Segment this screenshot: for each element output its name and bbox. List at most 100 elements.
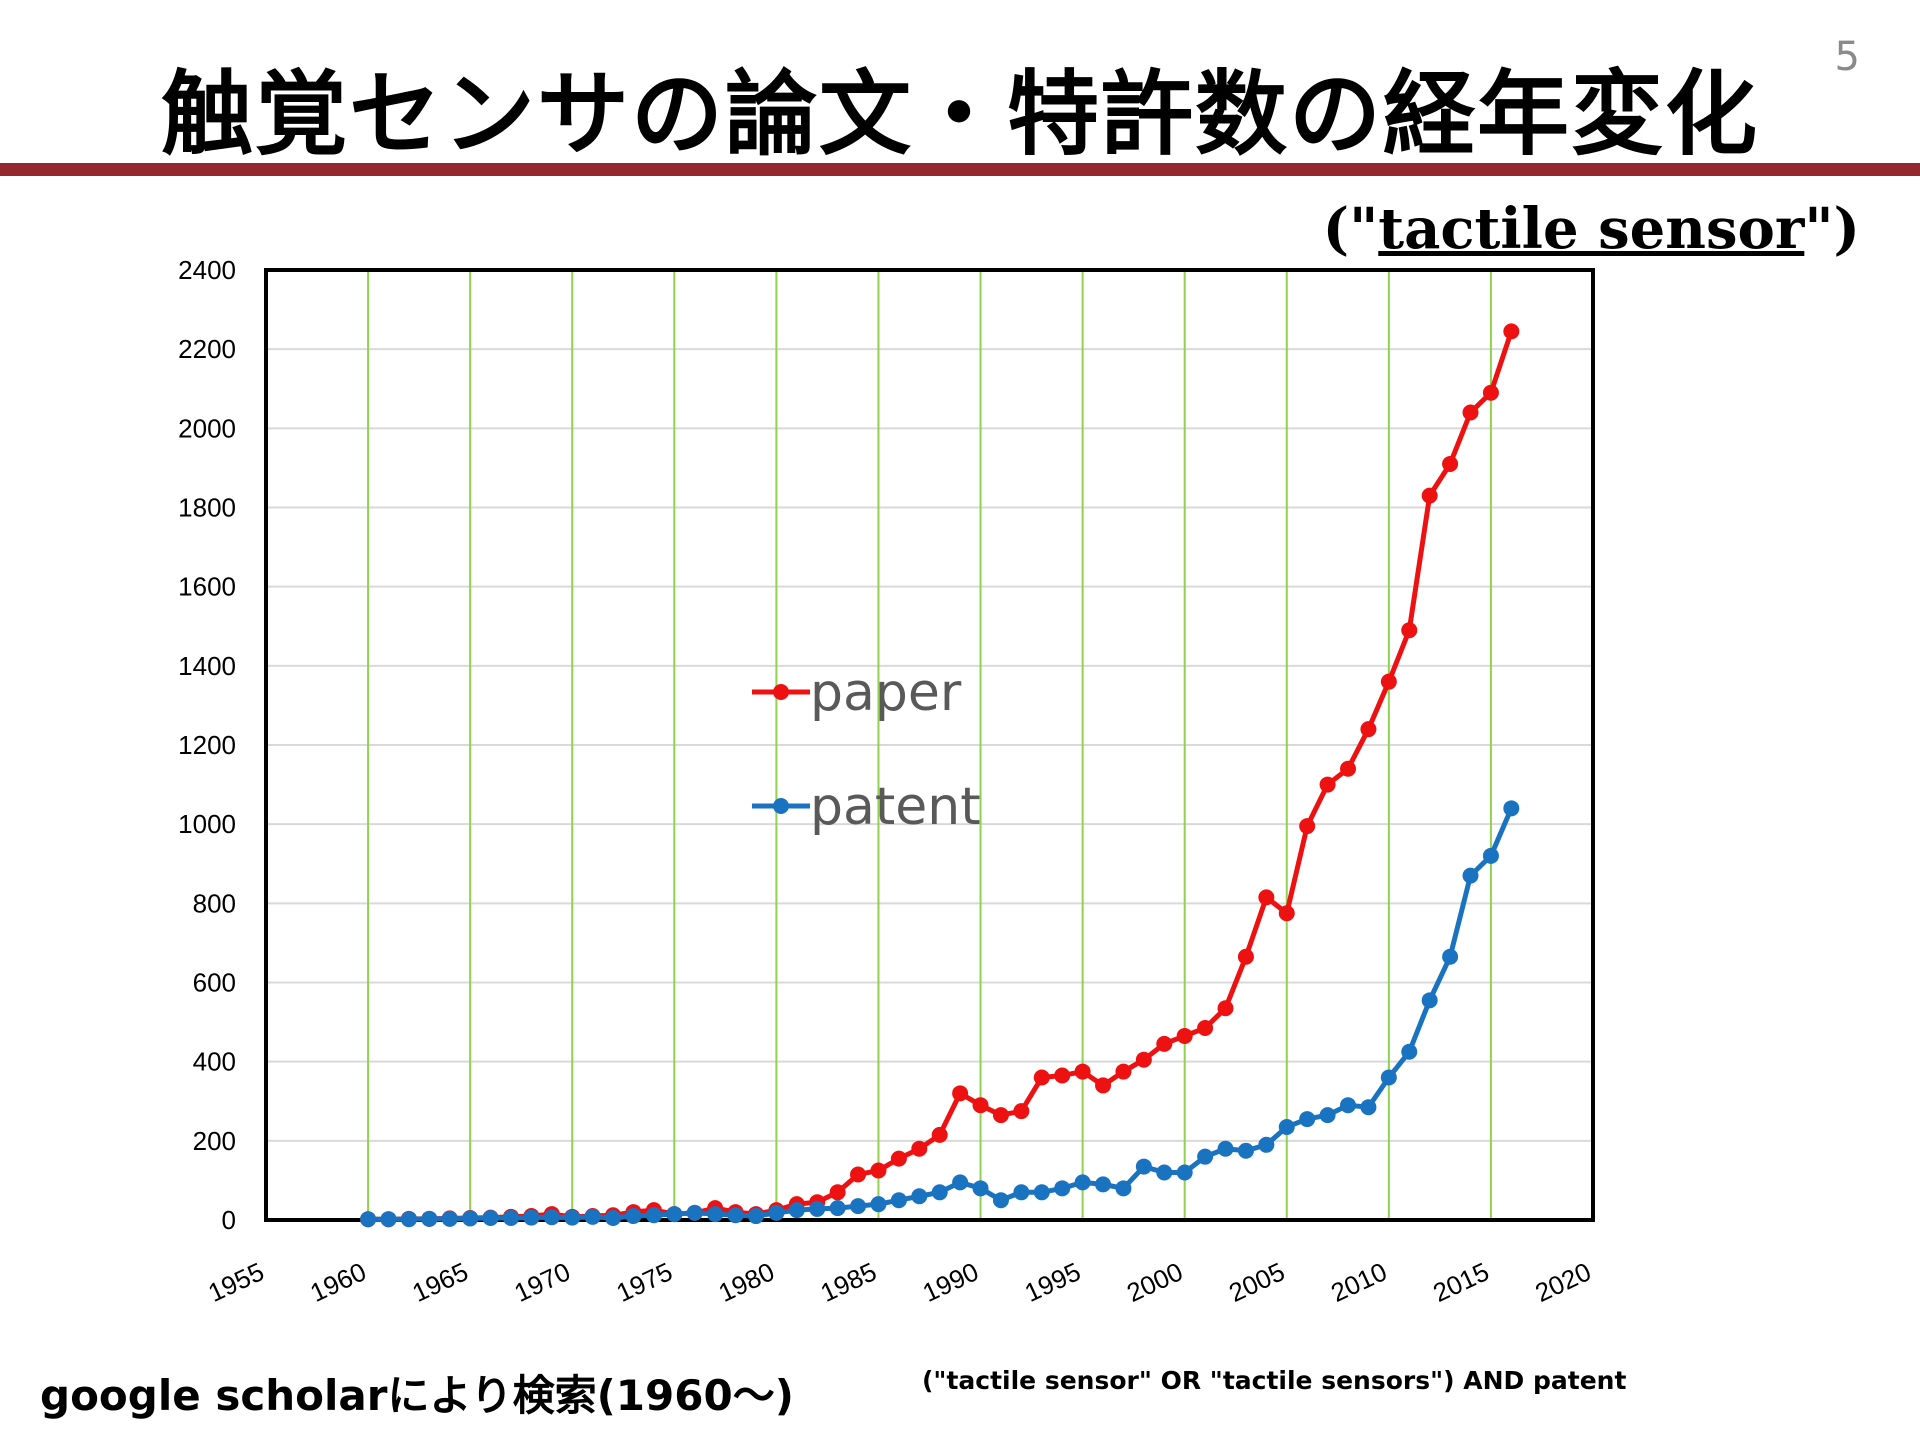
data-point-paper xyxy=(890,1150,907,1167)
legend-marker-patent xyxy=(773,798,789,814)
data-point-paper xyxy=(1217,1000,1234,1017)
data-point-paper xyxy=(1462,404,1479,421)
series-line-paper xyxy=(368,330,1514,1222)
line-chart: 0 200 400 600 800 1000 1200 1400 1600 1800 2000 220… xyxy=(178,255,1595,1308)
data-point-paper xyxy=(850,1166,867,1183)
data-point-patent xyxy=(1319,1107,1336,1124)
data-point-paper xyxy=(1156,1035,1173,1052)
x-tick-label: 1985 xyxy=(816,1256,881,1308)
query-close: ") xyxy=(1804,196,1860,262)
data-point-patent xyxy=(523,1209,540,1226)
data-point-paper xyxy=(829,1184,846,1201)
data-point-patent xyxy=(1237,1142,1254,1159)
x-tick-label: 2015 xyxy=(1428,1256,1493,1308)
data-point-paper xyxy=(1054,1067,1071,1084)
data-point-paper xyxy=(1360,721,1377,738)
data-point-patent xyxy=(1033,1184,1050,1201)
data-point-paper xyxy=(1197,1020,1214,1037)
title-rule xyxy=(0,163,1920,176)
query-term: tactile sensor xyxy=(1378,196,1805,262)
x-tick-label: 1995 xyxy=(1020,1256,1085,1308)
data-point-patent xyxy=(482,1210,499,1227)
legend-label-patent: patent xyxy=(810,777,981,837)
data-point-patent xyxy=(1054,1180,1071,1197)
data-point-patent xyxy=(1176,1164,1193,1181)
data-point-paper xyxy=(1482,384,1499,401)
data-point-patent xyxy=(543,1209,560,1226)
query-label: ("tactile sensor") xyxy=(1323,196,1860,262)
y-tick-label: 1600 xyxy=(178,572,236,602)
x-tick-label: 1960 xyxy=(306,1256,371,1308)
data-point-patent xyxy=(1074,1174,1091,1191)
data-point-patent xyxy=(360,1211,377,1228)
data-point-patent xyxy=(809,1200,826,1217)
query-open: (" xyxy=(1322,196,1379,262)
data-point-paper xyxy=(1421,487,1438,504)
data-point-paper xyxy=(870,1162,887,1179)
data-point-patent xyxy=(1401,1043,1418,1060)
data-point-patent xyxy=(707,1206,724,1223)
data-point-patent xyxy=(400,1211,417,1228)
data-point-patent xyxy=(686,1204,703,1221)
data-point-paper xyxy=(1299,818,1316,835)
data-point-paper xyxy=(931,1126,948,1143)
plot-frame xyxy=(264,268,1595,1222)
data-point-paper xyxy=(972,1097,989,1114)
legend-marker-paper xyxy=(773,684,789,700)
data-point-paper xyxy=(1013,1103,1030,1120)
data-point-patent xyxy=(380,1211,397,1228)
data-point-patent xyxy=(421,1210,438,1227)
x-tick-label: 1970 xyxy=(510,1256,575,1308)
x-tick-label: 2010 xyxy=(1326,1256,1391,1308)
x-tick-label: 1990 xyxy=(918,1256,983,1308)
y-tick-label: 200 xyxy=(193,1126,236,1156)
y-tick-label: 800 xyxy=(193,888,236,918)
data-point-patent xyxy=(1503,800,1520,817)
data-point-patent xyxy=(1217,1140,1234,1157)
data-point-paper xyxy=(1135,1051,1152,1068)
page-number: 5 xyxy=(1834,34,1860,80)
data-point-patent xyxy=(1013,1184,1030,1201)
y-tick-label: 600 xyxy=(193,968,236,998)
data-point-paper xyxy=(1095,1077,1112,1094)
x-tick-label: 2005 xyxy=(1224,1256,1289,1308)
footnote-source: google scholarにより検索(1960～) xyxy=(40,1371,794,1420)
data-point-paper xyxy=(1258,889,1275,906)
data-point-patent xyxy=(1421,992,1438,1009)
data-point-patent xyxy=(1197,1148,1214,1165)
footnote-query: ("tactile sensor" OR "tactile sensors") … xyxy=(922,1366,1627,1395)
data-point-paper xyxy=(911,1140,928,1157)
data-point-paper xyxy=(1278,905,1295,922)
data-point-patent xyxy=(870,1196,887,1213)
x-tick-label: 1975 xyxy=(612,1256,677,1308)
data-point-paper xyxy=(1074,1063,1091,1080)
data-point-patent xyxy=(788,1202,805,1219)
data-point-patent xyxy=(850,1198,867,1215)
x-tick-label: 2020 xyxy=(1530,1256,1595,1308)
data-point-patent xyxy=(911,1188,928,1205)
y-tick-label: 1800 xyxy=(178,493,236,523)
data-point-patent xyxy=(1258,1136,1275,1153)
slide-title: 触覚センサの論文・特許数の経年変化 xyxy=(160,61,1759,168)
x-tick-label: 1980 xyxy=(714,1256,779,1308)
data-point-paper xyxy=(1176,1027,1193,1044)
data-point-patent xyxy=(625,1208,642,1225)
data-point-patent xyxy=(1115,1180,1132,1197)
y-tick-label: 1400 xyxy=(178,651,236,681)
data-point-paper xyxy=(992,1107,1009,1124)
data-point-patent xyxy=(645,1207,662,1224)
y-tick-label: 2000 xyxy=(178,413,236,443)
data-point-paper xyxy=(1237,948,1254,965)
y-tick-label: 1000 xyxy=(178,809,236,839)
data-point-patent xyxy=(1442,948,1459,965)
data-point-paper xyxy=(1380,673,1397,690)
data-point-paper xyxy=(1503,323,1520,340)
data-point-paper xyxy=(952,1085,969,1102)
data-point-patent xyxy=(564,1209,581,1226)
y-tick-label: 2200 xyxy=(178,334,236,364)
data-point-patent xyxy=(441,1210,458,1227)
data-point-patent xyxy=(890,1192,907,1209)
y-tick-label: 1200 xyxy=(178,730,236,760)
data-point-patent xyxy=(605,1210,622,1227)
data-point-patent xyxy=(727,1207,744,1224)
